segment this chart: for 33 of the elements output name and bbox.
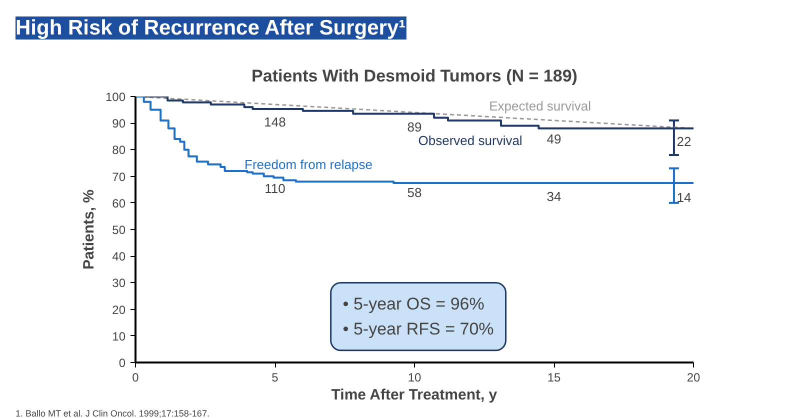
text: 1. Ballo MT et al. J Clin Oncol. 1999;17:158-167.: [16, 408, 210, 418]
x-tick-label: 0: [132, 370, 140, 384]
y-tick-label: 40: [112, 250, 126, 264]
series-label: Freedom from relapse: [244, 156, 372, 172]
y-tick-label: 30: [112, 276, 126, 290]
annotation: 22: [676, 134, 692, 150]
annotation: 49: [546, 132, 562, 147]
series-label: Expected survival: [489, 98, 592, 114]
x-tick-label: 5: [272, 370, 279, 384]
chart-title: High Risk of Recurrence After Surgery¹: [16, 16, 406, 40]
annotation: 58: [407, 184, 422, 200]
chart-subtitle: Patients With Desmoid Tumors (N = 189): [252, 66, 578, 86]
annotation: 110: [264, 180, 286, 196]
y-tick-label: 50: [112, 223, 126, 237]
y-tick-label: 70: [112, 170, 126, 184]
annotation: • 5-year OS = 96% • 5-year RFS = 70%: [342, 294, 494, 338]
y-tick-label: 0: [118, 356, 126, 370]
x-tick-label: 20: [686, 370, 700, 384]
y-tick-label: 80: [112, 143, 126, 158]
x-axis-title: Time After Treatment, y: [331, 386, 498, 404]
y-tick-label: 90: [112, 116, 126, 131]
x-tick-label: 10: [408, 370, 422, 384]
annotation: 148: [264, 114, 286, 130]
y-tick-label: 60: [112, 196, 126, 210]
y-tick-label: 10: [112, 329, 126, 344]
y-tick-label: 20: [112, 302, 126, 317]
annotation: 89: [407, 120, 422, 135]
y-tick-label: 100: [105, 90, 126, 104]
y-axis-title: Patients, %: [80, 189, 98, 270]
series-label: Observed survival: [418, 132, 522, 148]
x-tick-label: 15: [547, 370, 561, 384]
annotation: 14: [676, 190, 692, 206]
annotation: 34: [546, 188, 562, 204]
